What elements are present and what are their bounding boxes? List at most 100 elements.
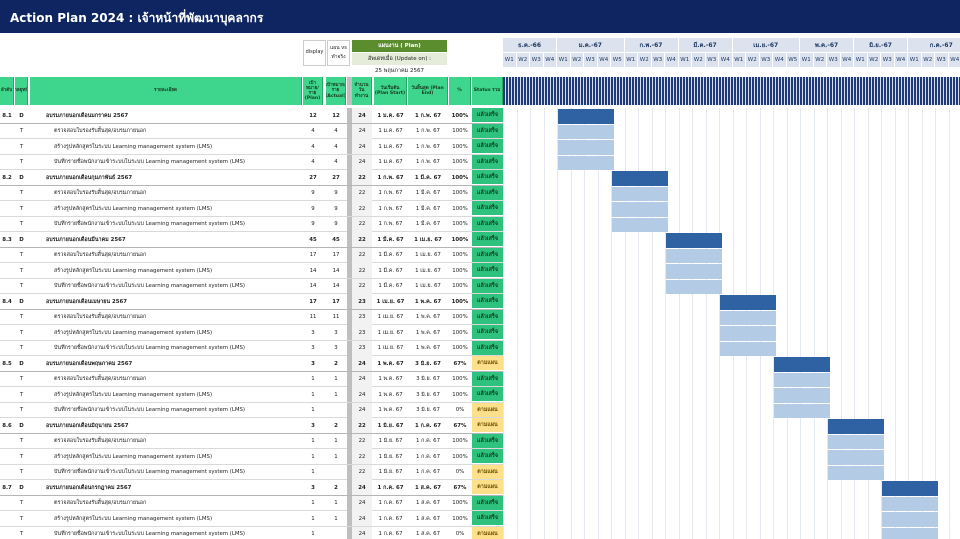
task-row[interactable]: T ตรวจสอบใบรองรับสิ้นสุด/อบรมภายนอก 1 1 22 1 … bbox=[0, 433, 503, 449]
group-row[interactable]: 8.5 D อบรมภายนอกเดือนพฤษภาคม 2567 3 2 24 1 พ.ค… bbox=[0, 356, 503, 372]
task-row[interactable]: T สร้างรูปหลักสูตรในระบบ Learning managem… bbox=[0, 449, 503, 465]
gantt-bar-task[interactable] bbox=[828, 465, 884, 480]
cell-strategy: D bbox=[19, 422, 24, 429]
cell-target-plan: 11 bbox=[309, 314, 317, 320]
cell-status: แล้วเสร็จ bbox=[472, 511, 503, 525]
task-row[interactable]: T บันทึกรายชื่อพนักงานเข้าระบบในระบบ Lear… bbox=[0, 402, 503, 418]
gantt-bar-group[interactable] bbox=[882, 481, 938, 496]
gantt-bar-task[interactable] bbox=[666, 264, 722, 279]
cell-plan-end: 1 ก.พ. 67 bbox=[415, 112, 441, 119]
gantt-bar-task[interactable] bbox=[720, 310, 776, 325]
task-row[interactable]: T บันทึกรายชื่อพนักงานเข้าระบบในระบบ Lear… bbox=[0, 340, 503, 356]
group-row[interactable]: 8.2 D อบรมภายนอกเดือนกุมภาพันธ์ 2567 27 27 22… bbox=[0, 170, 503, 186]
cell-work-days: 24 bbox=[352, 387, 372, 402]
cell-target-plan: 12 bbox=[309, 112, 317, 119]
task-row[interactable]: T บันทึกรายชื่อพนักงานเข้าระบบในระบบ Lear… bbox=[0, 526, 503, 539]
gantt-bar-task[interactable] bbox=[612, 202, 668, 217]
column-gap bbox=[347, 139, 352, 154]
month-header: มี.ค.-67 bbox=[678, 38, 733, 52]
col-header-strategy: กลยุทธ์ bbox=[15, 77, 28, 105]
task-row[interactable]: T ตรวจสอบใบรองรับสิ้นสุด/อบรมภายนอก 17 17 22… bbox=[0, 247, 503, 263]
gantt-bar-task[interactable] bbox=[882, 512, 938, 527]
cell-target-plan: 9 bbox=[311, 221, 315, 227]
cell-status: ตามแผน bbox=[472, 480, 503, 494]
cell-strategy: T bbox=[19, 329, 24, 336]
gantt-bar-task[interactable] bbox=[666, 248, 722, 263]
cell-strategy: T bbox=[19, 515, 24, 522]
cell-status: แล้วเสร็จ bbox=[472, 216, 503, 231]
task-row[interactable]: T สร้างรูปหลักสูตรในระบบ Learning managem… bbox=[0, 325, 503, 341]
gantt-bar-task[interactable] bbox=[612, 186, 668, 201]
cell-seq bbox=[0, 186, 14, 201]
gantt-bar-group[interactable] bbox=[558, 109, 614, 124]
task-row[interactable]: T ตรวจสอบใบรองรับสิ้นสุด/อบรมภายนอก 11 11 23… bbox=[0, 309, 503, 325]
cell-target-actual: 4 bbox=[334, 128, 338, 134]
task-row[interactable]: T ตรวจสอบใบรองรับสิ้นสุด/อบรมภายนอก 9 9 22 1 … bbox=[0, 185, 503, 201]
cell-plan-end: 1 พ.ค. 67 bbox=[414, 298, 442, 305]
gantt-bar-task[interactable] bbox=[558, 155, 614, 170]
cell-seq bbox=[0, 511, 14, 526]
gantt-bar-task[interactable] bbox=[558, 140, 614, 155]
task-row[interactable]: T สร้างรูปหลักสูตรในระบบ Learning managem… bbox=[0, 201, 503, 217]
task-row[interactable]: T สร้างรูปหลักสูตรในระบบ Learning managem… bbox=[0, 387, 503, 403]
group-row[interactable]: 8.4 D อบรมภายนอกเดือนเมษายน 2567 17 17 23 1 เม… bbox=[0, 294, 503, 310]
cell-status: แล้วเสร็จ bbox=[472, 340, 503, 355]
cell-target-actual: 4 bbox=[334, 143, 338, 150]
gantt-gridline bbox=[516, 108, 518, 539]
gantt-bar-task[interactable] bbox=[612, 217, 668, 232]
week-header: W1 bbox=[678, 53, 692, 67]
gantt-bar-task[interactable] bbox=[774, 372, 830, 387]
group-row[interactable]: 8.7 D อบรมภายนอกเดือนกรกฎาคม 2567 3 2 24 1 ก.ค… bbox=[0, 480, 503, 496]
task-row[interactable]: T บันทึกรายชื่อพนักงานเข้าระบบในระบบ Lear… bbox=[0, 278, 503, 294]
cell-detail: สร้างรูปหลักสูตรในระบบ Learning manageme… bbox=[54, 205, 213, 212]
gantt-bar-group[interactable] bbox=[828, 419, 884, 434]
gantt-bar-task[interactable] bbox=[558, 124, 614, 139]
gantt-gridline bbox=[678, 108, 680, 539]
group-row[interactable]: 8.1 D อบรมภายนอกเดือนมกราคม 2567 12 12 24 1 ม.… bbox=[0, 108, 503, 124]
gantt-bar-task[interactable] bbox=[882, 527, 938, 539]
cell-percent: 100% bbox=[452, 190, 468, 196]
cell-plan-end: 1 ส.ค. 67 bbox=[415, 531, 441, 537]
column-gap bbox=[347, 154, 352, 170]
gantt-bar-task[interactable] bbox=[774, 388, 830, 403]
task-row[interactable]: T บันทึกรายชื่อพนักงานเข้าระบบในระบบ Lear… bbox=[0, 216, 503, 232]
cell-plan-end: 1 มี.ค. 67 bbox=[415, 221, 441, 227]
col-header-status: Status รวม bbox=[472, 77, 503, 105]
cell-percent: 100% bbox=[452, 329, 468, 336]
gantt-bar-group[interactable] bbox=[774, 357, 830, 372]
cell-target-plan: 17 bbox=[309, 298, 317, 305]
task-row[interactable]: T สร้างรูปหลักสูตรในระบบ Learning managem… bbox=[0, 511, 503, 527]
gantt-bar-group[interactable] bbox=[612, 171, 668, 186]
task-row[interactable]: T สร้างรูปหลักสูตรในระบบ Learning managem… bbox=[0, 139, 503, 155]
action-plan-table: 8.1 D อบรมภายนอกเดือนมกราคม 2567 12 12 24 1 ม.… bbox=[0, 108, 503, 539]
gantt-bar-task[interactable] bbox=[666, 279, 722, 294]
cell-strategy: T bbox=[19, 500, 24, 506]
gantt-bar-task[interactable] bbox=[720, 326, 776, 341]
task-row[interactable]: T บันทึกรายชื่อพนักงานเข้าระบบในระบบ Lear… bbox=[0, 154, 503, 170]
task-row[interactable]: T ตรวจสอบใบรองรับสิ้นสุด/อบรมภายนอก 1 1 24 1 … bbox=[0, 371, 503, 387]
group-row[interactable]: 8.3 D อบรมภายนอกเดือนมีนาคม 2567 45 45 22 1 มี… bbox=[0, 232, 503, 248]
cell-target-plan: 3 bbox=[311, 345, 315, 351]
task-row[interactable]: T ตรวจสอบใบรองรับสิ้นสุด/อบรมภายนอก 1 1 24 1 … bbox=[0, 495, 503, 511]
task-row[interactable]: T สร้างรูปหลักสูตรในระบบ Learning managem… bbox=[0, 263, 503, 279]
plan-vs-text: แผน vs bbox=[330, 44, 347, 51]
cell-detail: สร้างรูปหลักสูตรในระบบ Learning manageme… bbox=[54, 329, 213, 336]
cell-seq bbox=[0, 139, 14, 154]
group-row[interactable]: 8.6 D อบรมภายนอกเดือนมิถุนายน 2567 3 2 22 1 มิ… bbox=[0, 418, 503, 434]
gantt-bar-task[interactable] bbox=[882, 496, 938, 511]
gantt-bar-group[interactable] bbox=[720, 295, 776, 310]
cell-detail: อบรมภายนอกเดือนพฤษภาคม 2567 bbox=[46, 360, 133, 367]
task-row[interactable]: T บันทึกรายชื่อพนักงานเข้าระบบในระบบ Lear… bbox=[0, 464, 503, 480]
cell-target-actual: 3 bbox=[334, 345, 338, 351]
task-row[interactable]: T ตรวจสอบใบรองรับสิ้นสุด/อบรมภายนอก 4 4 24 1 … bbox=[0, 123, 503, 139]
actual-text: ทำจริง bbox=[331, 54, 346, 60]
gantt-bar-group[interactable] bbox=[666, 233, 722, 248]
cell-detail: ตรวจสอบใบรองรับสิ้นสุด/อบรมภายนอก bbox=[54, 376, 147, 382]
gantt-bar-task[interactable] bbox=[720, 341, 776, 356]
gantt-bar-task[interactable] bbox=[828, 434, 884, 449]
gantt-bar-task[interactable] bbox=[828, 450, 884, 465]
gantt-bar-task[interactable] bbox=[774, 403, 830, 418]
cell-strategy: T bbox=[19, 438, 24, 444]
week-header: W3 bbox=[530, 53, 544, 67]
gantt-gridline bbox=[786, 108, 788, 539]
